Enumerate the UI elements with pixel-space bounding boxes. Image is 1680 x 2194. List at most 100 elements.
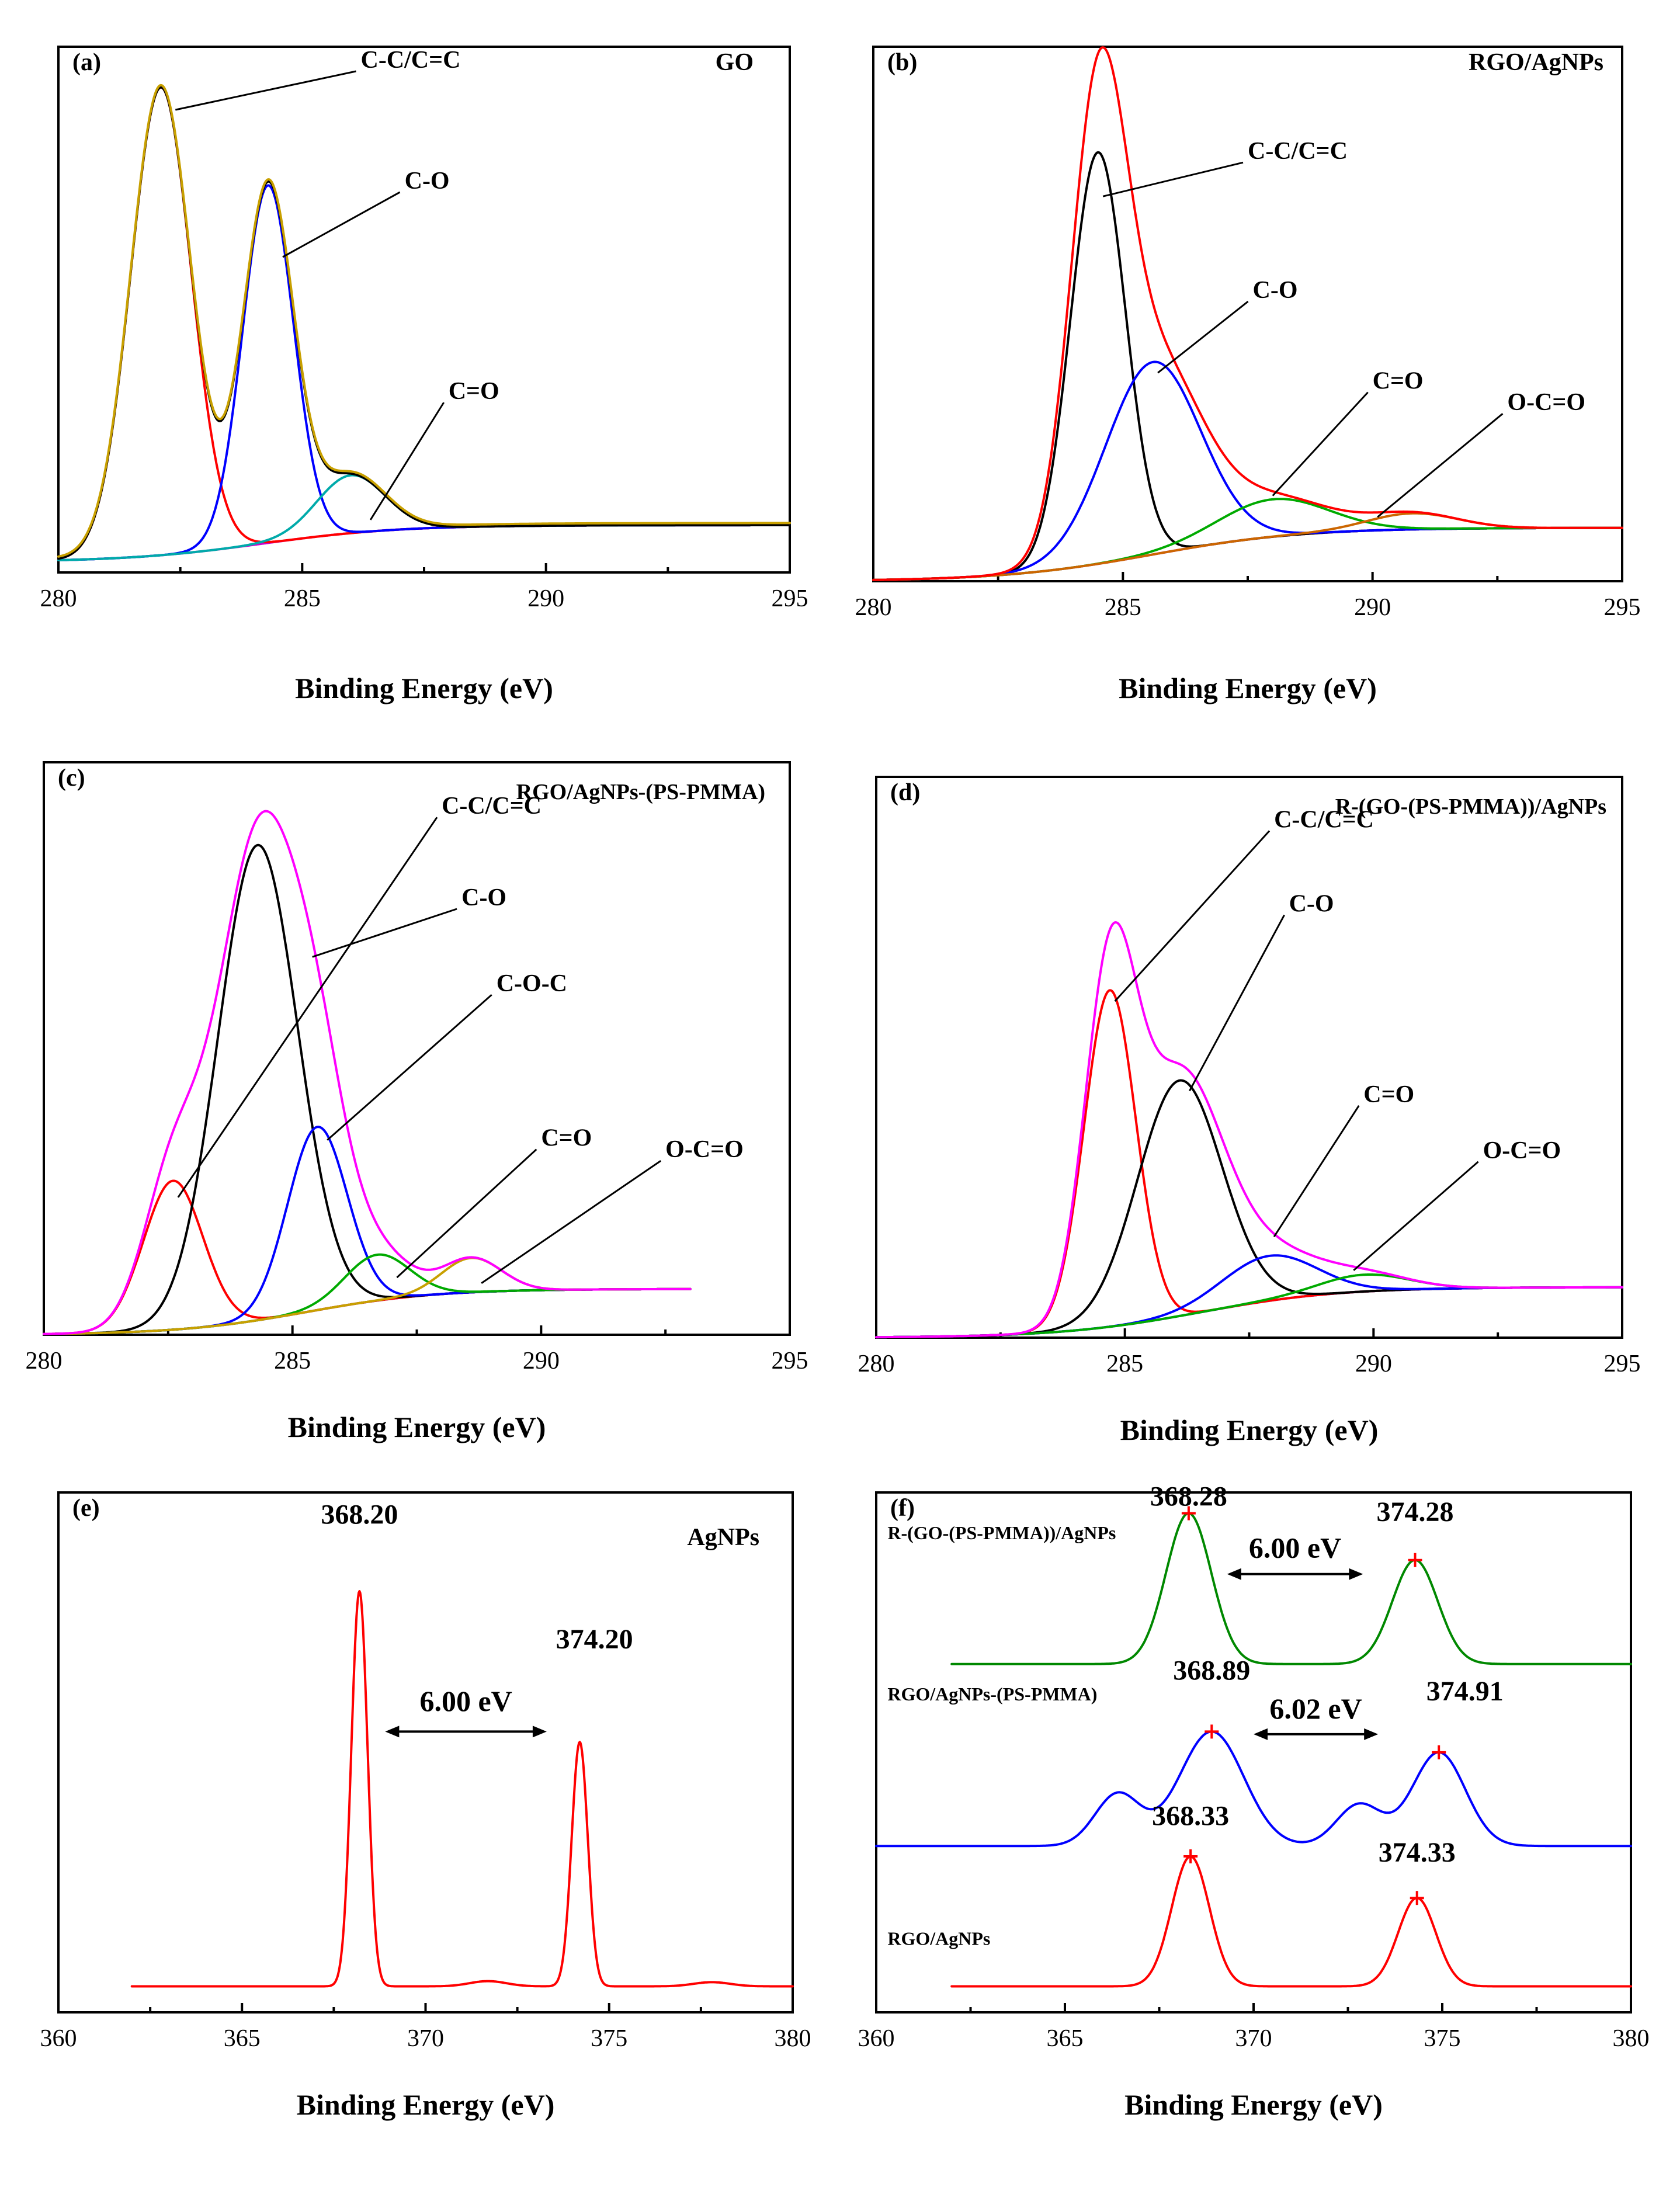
panel-label: (e) — [72, 1495, 100, 1522]
series-line-2 — [950, 1855, 1632, 1988]
annotation-leader — [327, 994, 492, 1141]
x-tick-label: 295 — [772, 1348, 808, 1374]
annotation-leader — [1114, 830, 1271, 1002]
peak-value-label: 368.33 — [1152, 1801, 1229, 1832]
annotation-label: O-C=O — [1507, 389, 1585, 416]
plot-frame — [57, 1491, 794, 2014]
x-tick-label: 360 — [40, 2025, 77, 2052]
panel-title: RGO/AgNPs-(PS-PMMA) — [516, 780, 765, 804]
plot-frame — [875, 776, 1623, 1339]
component-peak-o-c-o — [872, 512, 1623, 581]
peak-value-label: 374.91 — [1426, 1676, 1504, 1707]
panel-label: (a) — [72, 49, 101, 76]
peak-value-label: 374.20 — [556, 1624, 633, 1655]
chart-panel-c: 280 285 290 295 Binding Energy (eV) (c) RGO/Ag… — [26, 761, 808, 1443]
annotation-label: C-C/C=C — [1274, 806, 1374, 833]
annotation-label: C=O — [1363, 1081, 1414, 1108]
plot-frame — [57, 46, 791, 574]
chart-panel-b: 280 285 290 295 Binding Energy (eV) (b) RGO/Ag… — [855, 46, 1641, 704]
peak-value-label: 368.20 — [321, 1499, 398, 1530]
annotation-label: C=O — [541, 1125, 592, 1152]
x-tick-label: 375 — [591, 2025, 627, 2052]
annotation-leader — [481, 1160, 662, 1285]
annotation-leader — [175, 70, 356, 111]
panel-label: (c) — [58, 765, 85, 791]
annotation-label: C-O — [1289, 890, 1334, 917]
x-tick-label: 365 — [1047, 2025, 1084, 2052]
x-tick-label: 290 — [1355, 1351, 1392, 1377]
x-axis-title: Binding Energy (eV) — [1120, 1414, 1379, 1446]
x-tick-label: 285 — [1106, 1351, 1143, 1377]
annotation-leader — [177, 817, 438, 1198]
x-axis-title: Binding Energy (eV) — [288, 1411, 546, 1443]
x-tick-label: 280 — [858, 1351, 895, 1377]
chart-panel-a: 280 285 290 295 Binding Energy (eV) (a) GO C-C/… — [40, 46, 808, 704]
gap-value-label: 6.00 eV — [419, 1685, 512, 1717]
panel-label: (b) — [887, 49, 917, 76]
envelope-fitted-curve — [875, 921, 1623, 1339]
gap-arrow-head-left — [1227, 1568, 1241, 1580]
panel-title: GO — [716, 49, 754, 76]
component-peak-c-o — [875, 1254, 1623, 1339]
series-name-label: RGO/AgNPs — [887, 1928, 990, 1949]
annotation-label: C-O — [461, 884, 506, 911]
x-tick-label: 285 — [274, 1348, 311, 1374]
annotation-leader — [1273, 1105, 1360, 1238]
chart-panel-f: 360 365 370 375 380 Binding Energy (eV) (f)R-(… — [858, 1481, 1650, 2121]
background-line — [872, 526, 1623, 581]
annotation-leader — [1102, 161, 1244, 197]
x-tick-label: 280 — [855, 594, 892, 621]
annotation-leader — [369, 402, 445, 520]
component-peak-o-c-o — [875, 1273, 1623, 1339]
x-tick-label: 360 — [858, 2025, 895, 2052]
component-peak-c-o — [57, 474, 791, 561]
x-tick-label: 290 — [523, 1348, 560, 1374]
panel-title: RGO/AgNPs — [1469, 49, 1603, 76]
annotation-label: C-O — [405, 168, 450, 195]
gap-value-label: 6.02 eV — [1269, 1692, 1362, 1725]
panel-label: (d) — [890, 779, 920, 806]
gap-arrow-head-right — [1364, 1728, 1379, 1740]
panel-label: (f) — [890, 1495, 915, 1522]
x-tick-label: 285 — [284, 585, 321, 612]
x-axis-title: Binding Energy (eV) — [1119, 672, 1377, 704]
component-peak-c-c-c-c — [57, 86, 791, 560]
plot-frame — [872, 46, 1623, 582]
component-peak-c-o — [57, 184, 791, 561]
x-tick-label: 290 — [1354, 594, 1391, 621]
annotation-leader — [1272, 391, 1369, 497]
x-axis-title: Binding Energy (eV) — [1124, 2088, 1383, 2121]
annotation-label: C=O — [1373, 368, 1424, 395]
x-axis-title: Binding Energy (eV) — [295, 672, 553, 704]
x-tick-label: 370 — [407, 2025, 444, 2052]
x-tick-label: 295 — [1604, 594, 1641, 621]
x-tick-label: 290 — [527, 585, 564, 612]
annotation-label: C-O — [1253, 277, 1298, 304]
annotation-leader — [1157, 300, 1249, 374]
annotation-label: O-C=O — [1483, 1137, 1561, 1164]
annotation-label: C-C/C=C — [360, 47, 460, 74]
annotation-leader — [282, 191, 401, 258]
x-tick-label: 280 — [26, 1348, 63, 1374]
x-tick-label: 280 — [40, 585, 77, 612]
gap-arrow-head-right — [1349, 1568, 1363, 1580]
peak-value-label: 368.89 — [1173, 1655, 1250, 1686]
x-tick-label: 285 — [1105, 594, 1141, 621]
component-peak-c-o — [875, 1079, 1623, 1339]
x-tick-label: 380 — [1613, 2025, 1650, 2052]
x-tick-label: 365 — [224, 2025, 261, 2052]
series-line-0 — [130, 1590, 794, 1988]
series-name-label: RGO/AgNPs-(PS-PMMA) — [887, 1683, 1097, 1704]
envelope-fitted-curve — [43, 810, 692, 1335]
gap-value-label: 6.00 eV — [1249, 1531, 1341, 1564]
gap-arrow-head-left — [385, 1726, 400, 1738]
annotation-label: C-O-C — [497, 970, 567, 997]
annotation-label: O-C=O — [665, 1136, 744, 1163]
x-axis-title: Binding Energy (eV) — [297, 2088, 555, 2121]
component-peak-c-o — [43, 1253, 692, 1335]
annotation-leader — [312, 908, 457, 958]
x-tick-label: 375 — [1424, 2025, 1461, 2052]
annotation-leader — [1377, 413, 1504, 518]
gap-arrow-head-right — [532, 1726, 547, 1738]
